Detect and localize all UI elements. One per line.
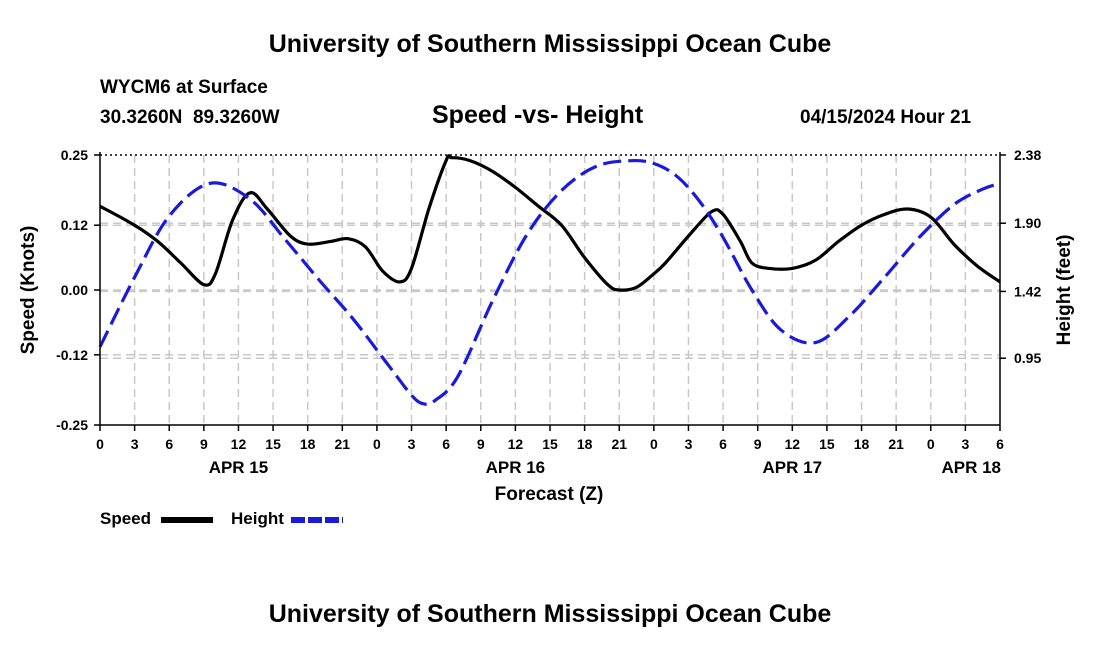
grid <box>100 154 1000 425</box>
x-tick-label: 3 <box>961 436 969 452</box>
tick-labels: 0 3 6 9 12 15 18 21 0 3 6 9 12 15 18 21 0 3 6 9 12 15 18 21 0 3 6 A… <box>56 147 1041 477</box>
legend-height-line <box>291 517 343 523</box>
y-right-tick-label: 2.38 <box>1014 147 1041 163</box>
y-tick-label: -0.12 <box>56 347 88 363</box>
x-tick-label: 18 <box>577 436 593 452</box>
axes <box>94 152 1006 431</box>
x-tick-label: 12 <box>231 436 247 452</box>
legend-height-label: Height <box>231 509 284 528</box>
x-tick-label: 6 <box>719 436 727 452</box>
y-right-tick-label: 1.90 <box>1014 215 1041 231</box>
y-right-axis-label: Height (feet) <box>1054 235 1075 346</box>
station-label: WYCM6 at Surface <box>100 77 268 98</box>
x-tick-label: 15 <box>542 436 558 452</box>
x-tick-label: 21 <box>335 436 351 452</box>
x-date-label: APR 16 <box>486 458 546 477</box>
chart-subtitle: Speed -vs- Height <box>432 101 644 129</box>
x-tick-label: 0 <box>650 436 658 452</box>
y-tick-label: 0.00 <box>61 282 88 298</box>
x-tick-label: 3 <box>408 436 416 452</box>
x-tick-label: 21 <box>611 436 627 452</box>
x-tick-label: 6 <box>996 436 1004 452</box>
forecast-datetime: 04/15/2024 Hour 21 <box>800 107 972 128</box>
x-date-label: APR 15 <box>209 458 269 477</box>
y-axis-label: Speed (Knots) <box>18 226 39 355</box>
y-tick-label: 0.12 <box>61 217 88 233</box>
x-tick-label: 6 <box>165 436 173 452</box>
y-right-tick-label: 1.42 <box>1014 283 1041 299</box>
station-coords: 30.3260N 89.3260W <box>100 107 280 128</box>
x-tick-label: 0 <box>927 436 935 452</box>
x-tick-label: 12 <box>508 436 524 452</box>
x-tick-label: 21 <box>888 436 904 452</box>
y-tick-label: 0.25 <box>61 147 88 163</box>
x-axis-label: Forecast (Z) <box>495 484 604 505</box>
x-tick-label: 15 <box>265 436 281 452</box>
footer-title: University of Southern Mississippi Ocean… <box>268 600 832 628</box>
chart-svg: 0 3 6 9 12 15 18 21 0 3 6 9 12 15 18 21 0 3 6 9 12 15 18 21 0 3 6 A… <box>18 147 1075 505</box>
x-tick-label: 15 <box>819 436 835 452</box>
x-tick-label: 9 <box>754 436 762 452</box>
chart-title: University of Southern Mississippi Ocean… <box>268 30 832 58</box>
x-tick-label: 3 <box>685 436 693 452</box>
legend-speed-line <box>161 517 213 523</box>
y-tick-label: -0.25 <box>56 417 88 433</box>
legend-speed-label: Speed <box>100 509 152 528</box>
x-tick-label: 3 <box>131 436 139 452</box>
x-tick-label: 0 <box>373 436 381 452</box>
x-tick-label: 18 <box>854 436 870 452</box>
x-date-label: APR 18 <box>941 458 1001 477</box>
series-layer <box>98 154 1001 406</box>
x-tick-label: 9 <box>477 436 485 452</box>
x-tick-label: 6 <box>442 436 450 452</box>
x-tick-label: 0 <box>96 436 104 452</box>
x-tick-label: 12 <box>785 436 801 452</box>
height-series-line <box>98 158 1001 406</box>
speed-series-line <box>99 154 1001 292</box>
y-right-tick-label: 0.95 <box>1014 350 1041 366</box>
x-tick-label: 9 <box>200 436 208 452</box>
x-date-label: APR 17 <box>763 458 823 477</box>
x-tick-label: 18 <box>300 436 316 452</box>
